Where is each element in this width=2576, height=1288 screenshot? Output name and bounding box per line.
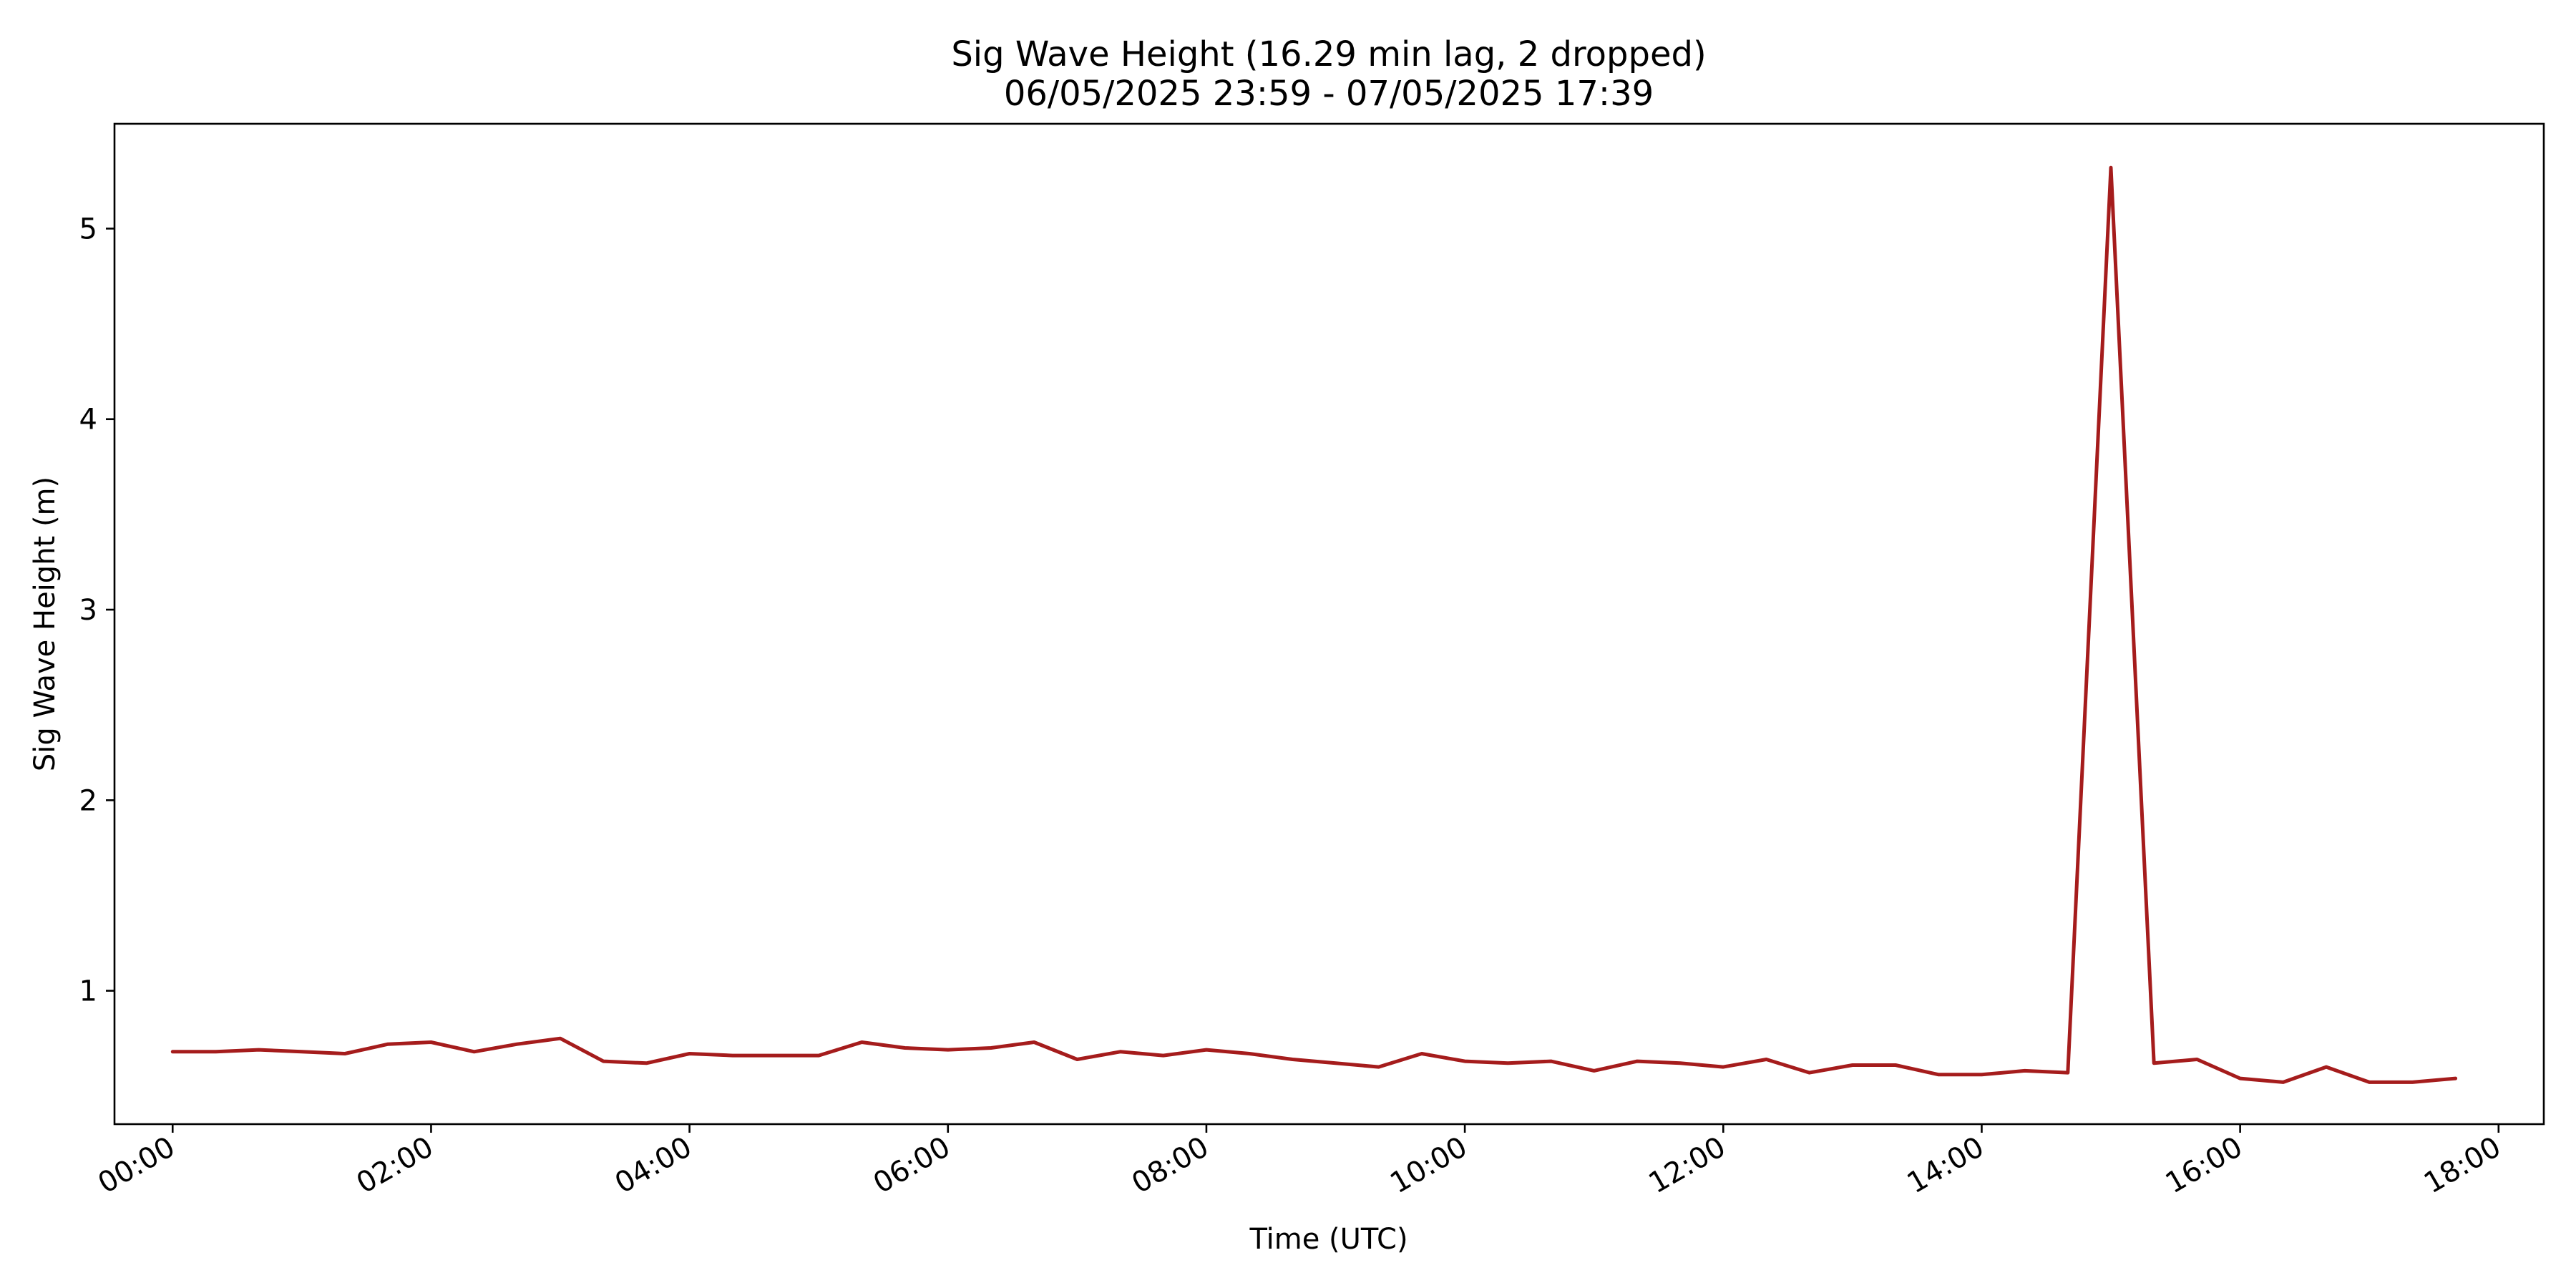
y-tick-label: 3 [79, 594, 97, 627]
series-line-0 [170, 165, 2458, 1084]
x-tick-label: 16:00 [2160, 1131, 2248, 1200]
x-tick-label: 04:00 [610, 1131, 698, 1200]
x-tick-label: 06:00 [868, 1131, 956, 1200]
x-tick-label: 08:00 [1126, 1131, 1214, 1200]
plot-line-layer [170, 165, 2458, 1084]
x-axis-label: Time (UTC) [1249, 1223, 1407, 1256]
chart-subtitle: 06/05/2025 23:59 - 07/05/2025 17:39 [1004, 74, 1654, 114]
y-tick-label: 2 [79, 784, 97, 817]
x-tick-label: 18:00 [2419, 1131, 2507, 1200]
chart-title: Sig Wave Height (16.29 min lag, 2 droppe… [951, 34, 1706, 74]
x-axis: 00:00 02:00 04:00 06:00 08:00 10:00 12:00 14:00… [92, 1124, 2507, 1200]
x-tick-label: 12:00 [1643, 1131, 1731, 1200]
x-tick-label: 14:00 [1902, 1131, 1990, 1200]
y-tick-label: 4 [79, 404, 97, 436]
x-tick-label: 10:00 [1385, 1131, 1473, 1200]
y-tick-label: 1 [79, 975, 97, 1008]
y-tick-label: 5 [79, 213, 97, 245]
y-axis: 1 2 3 4 5 [79, 213, 114, 1008]
y-axis-label: Sig Wave Height (m) [29, 477, 62, 771]
x-tick-label: 00:00 [92, 1131, 180, 1200]
plot-frame [113, 122, 2545, 1126]
x-tick-label: 02:00 [351, 1131, 439, 1200]
